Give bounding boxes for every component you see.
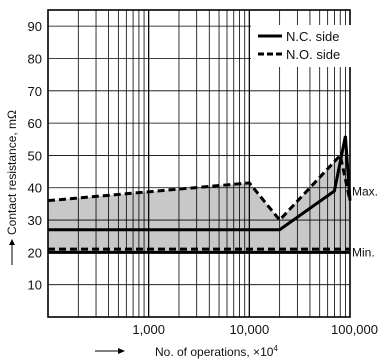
y-tick-label: 60	[28, 116, 42, 131]
y-tick-label: 10	[28, 278, 42, 293]
y-tick-label: 20	[28, 245, 42, 260]
x-tick-labels: 1,000 10,000 100,000	[132, 322, 378, 337]
y-tick-label: 50	[28, 148, 42, 163]
x-axis-title: No. of operations, ×104	[95, 344, 278, 359]
series-lines	[47, 135, 352, 254]
plot-frame	[47, 9, 351, 318]
legend: N.C. side N.O. side	[251, 25, 353, 67]
legend-box	[251, 25, 353, 67]
x-tick-label: 1,000	[132, 322, 165, 337]
y-tick-label: 40	[28, 181, 42, 196]
x-tick-label: 10,000	[229, 322, 269, 337]
min-max-band	[48, 136, 350, 253]
y-tick-label: 70	[28, 84, 42, 99]
y-axis-label: Contact resistance, mΩ	[5, 110, 19, 235]
series-nc-line	[48, 135, 352, 232]
series-no-line	[47, 152, 352, 223]
y-tick-labels: 10 20 30 40 50 60 70 80 90	[28, 19, 42, 293]
legend-label-nc: N.C. side	[286, 29, 339, 44]
band-area	[48, 136, 350, 253]
legend-label-no: N.O. side	[286, 47, 340, 62]
y-tick-label: 90	[28, 19, 42, 34]
y-axis-title: Contact resistance, mΩ	[5, 110, 19, 265]
x-axis-label: No. of operations, ×104	[155, 344, 278, 359]
annotation-min: Min.	[352, 245, 375, 259]
annotation-max: Max.	[352, 185, 378, 199]
y-tick-label: 80	[28, 51, 42, 66]
y-tick-label: 30	[28, 213, 42, 228]
x-tick-label: 100,000	[331, 322, 378, 337]
x-axis-label-exponent: 4	[273, 344, 278, 353]
